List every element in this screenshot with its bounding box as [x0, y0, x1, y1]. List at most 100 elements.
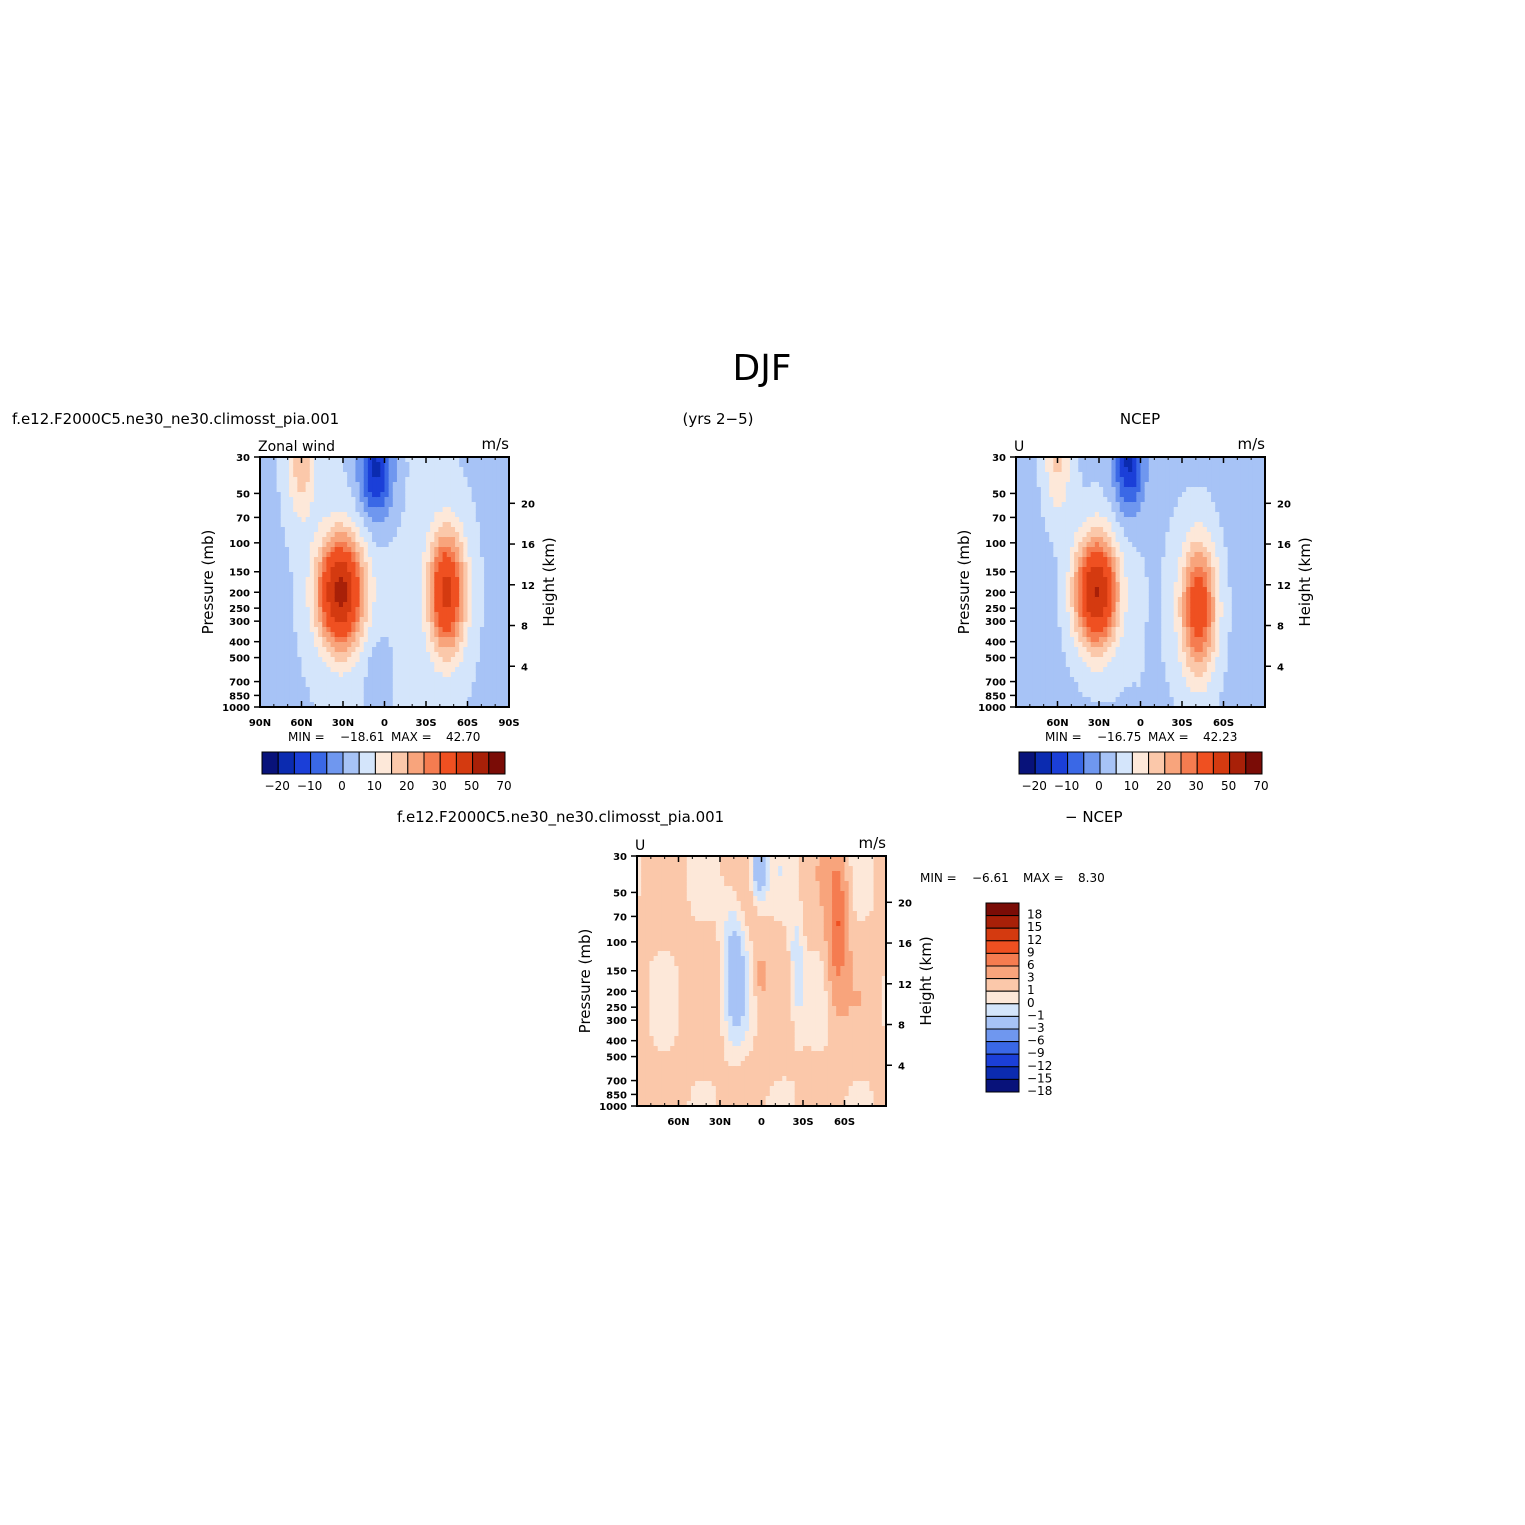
heatmap-cell: [405, 647, 410, 653]
heatmap-cell: [1140, 537, 1146, 543]
heatmap-cell: [488, 482, 493, 488]
heatmap-cell: [1082, 612, 1088, 618]
heatmap-cell: [413, 667, 419, 673]
heatmap-cell: [1078, 567, 1083, 573]
heatmap-cell: [413, 487, 419, 493]
heatmap-cell: [1045, 517, 1050, 523]
y-axis-label: Pressure (mb): [199, 530, 217, 635]
heatmap-cell: [309, 622, 315, 628]
heatmap-cell: [297, 512, 303, 518]
heatmap-cell: [421, 577, 427, 583]
heatmap-cell: [1128, 472, 1133, 478]
heatmap-cell: [1140, 587, 1146, 593]
heatmap-cell: [1090, 682, 1096, 688]
heatmap-cell: [367, 517, 373, 523]
heatmap-cell: [1020, 482, 1025, 488]
heatmap-cell: [1157, 507, 1162, 513]
heatmap-cell: [1036, 542, 1042, 548]
heatmap-cell: [1115, 587, 1121, 593]
heatmap-cell: [1082, 497, 1088, 503]
heatmap-cell: [318, 622, 323, 628]
heatmap-cell: [450, 587, 456, 593]
heatmap-cell: [347, 667, 352, 673]
heatmap-cell: [1132, 697, 1137, 703]
heatmap-cell: [276, 677, 282, 683]
heatmap-cell: [326, 647, 332, 653]
heatmap-cell: [384, 647, 390, 653]
heatmap-cell: [1123, 537, 1129, 543]
heatmap-cell: [367, 537, 373, 543]
heatmap-cell: [347, 512, 352, 518]
heatmap-cell: [330, 457, 336, 463]
heatmap-cell: [1107, 497, 1113, 503]
heatmap-cell: [1107, 567, 1113, 573]
heatmap-cell: [1045, 567, 1050, 573]
heatmap-cell: [1057, 562, 1063, 568]
heatmap-cell: [367, 672, 373, 678]
heatmap-cell: [322, 527, 327, 533]
heatmap-cell: [1061, 597, 1067, 603]
heatmap-cell: [1082, 462, 1088, 468]
heatmap-cell: [1161, 662, 1166, 668]
heatmap-cell: [343, 467, 348, 473]
heatmap-cell: [438, 692, 444, 698]
heatmap-cell: [351, 592, 357, 598]
heatmap-cell: [380, 657, 386, 663]
heatmap-cell: [1057, 612, 1063, 618]
heatmap-cell: [376, 607, 381, 613]
heatmap-cell: [1094, 522, 1100, 528]
heatmap-cell: [1036, 547, 1042, 553]
heatmap-cell: [347, 587, 352, 593]
heatmap-cell: [450, 557, 456, 563]
heatmap-cell: [1115, 647, 1121, 653]
heatmap-cell: [417, 662, 423, 668]
heatmap-cell: [1032, 572, 1038, 578]
heatmap-cell: [384, 597, 390, 603]
heatmap-cell: [301, 617, 307, 623]
heatmap-cell: [413, 567, 419, 573]
heatmap-cell: [1119, 682, 1125, 688]
heatmap-cell: [1024, 697, 1030, 703]
heatmap-cell: [1016, 622, 1021, 628]
heatmap-cell: [334, 677, 340, 683]
heatmap-cell: [421, 522, 427, 528]
heatmap-cell: [1049, 627, 1054, 633]
heatmap-cell: [1115, 637, 1121, 643]
heatmap-cell: [330, 647, 336, 653]
heatmap-cell: [1065, 517, 1071, 523]
heatmap-cell: [446, 647, 452, 653]
heatmap-cell: [392, 467, 398, 473]
heatmap-cell: [1090, 597, 1096, 603]
heatmap-cell: [1045, 602, 1050, 608]
heatmap-cell: [1148, 577, 1154, 583]
heatmap-cell: [446, 572, 452, 578]
heatmap-cell: [442, 682, 448, 688]
heatmap-cell: [1094, 662, 1100, 668]
heatmap-cell: [438, 562, 444, 568]
heatmap-cell: [1061, 617, 1067, 623]
heatmap-cell: [260, 567, 265, 573]
heatmap-cell: [459, 697, 464, 703]
heatmap-cell: [1128, 612, 1133, 618]
heatmap-cell: [1028, 597, 1034, 603]
heatmap-cell: [351, 467, 357, 473]
heatmap-cell: [438, 617, 444, 623]
heatmap-cell: [330, 522, 336, 528]
heatmap-cell: [326, 537, 332, 543]
heatmap-cell: [1128, 642, 1133, 648]
heatmap-cell: [401, 517, 406, 523]
heatmap-cell: [338, 507, 344, 513]
heatmap-cell: [463, 557, 469, 563]
heatmap-cell: [334, 627, 340, 633]
heatmap-cell: [280, 597, 286, 603]
heatmap-cell: [1165, 642, 1171, 648]
heatmap-cell: [484, 467, 489, 473]
heatmap-cell: [359, 497, 365, 503]
heatmap-cell: [351, 582, 357, 588]
heatmap-cell: [409, 462, 415, 468]
heatmap-cell: [1078, 692, 1083, 698]
heatmap-cell: [500, 462, 506, 468]
heatmap-cell: [1032, 567, 1038, 573]
heatmap-cell: [467, 622, 473, 628]
heatmap-cell: [409, 567, 415, 573]
